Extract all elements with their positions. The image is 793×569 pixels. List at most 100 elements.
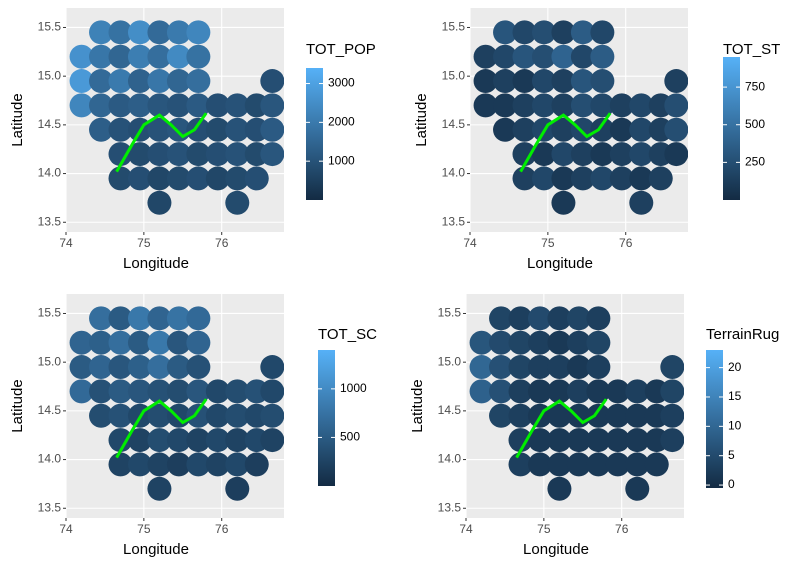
point — [609, 166, 634, 191]
point — [186, 93, 211, 118]
x-tick-label: 74 — [463, 236, 477, 250]
point — [166, 20, 191, 45]
point — [225, 476, 250, 501]
point — [108, 44, 133, 69]
point — [260, 379, 284, 404]
point — [551, 44, 576, 69]
point — [186, 142, 211, 167]
point — [147, 452, 172, 477]
point — [225, 452, 250, 477]
point — [512, 142, 537, 167]
colorbar-label: 5 — [728, 448, 735, 462]
point — [609, 93, 634, 118]
point — [664, 142, 688, 167]
point — [527, 452, 552, 477]
point — [473, 93, 498, 118]
points — [469, 306, 684, 501]
point — [527, 355, 552, 380]
colorbar-label: 15 — [728, 389, 742, 403]
point — [590, 20, 615, 45]
point — [89, 117, 114, 142]
point — [166, 306, 191, 331]
colorbar-label: 500 — [745, 117, 765, 131]
y-tick-label: 15.0 — [38, 68, 62, 82]
x-tick-label: 76 — [215, 522, 229, 536]
point — [166, 166, 191, 191]
point — [108, 69, 133, 94]
point — [551, 190, 576, 215]
point — [648, 166, 673, 191]
points — [69, 306, 284, 501]
y-tick-label: 14.5 — [38, 117, 62, 131]
point — [547, 476, 572, 501]
y-axis-title: Latitude — [9, 93, 26, 146]
point — [644, 452, 669, 477]
y-tick-label: 14.0 — [442, 166, 466, 180]
point — [166, 428, 191, 453]
point — [166, 452, 191, 477]
point — [69, 330, 94, 355]
x-tick-label: 74 — [59, 522, 73, 536]
point — [508, 379, 533, 404]
point — [260, 355, 284, 380]
point — [147, 69, 172, 94]
point — [89, 379, 114, 404]
point — [586, 306, 611, 331]
point — [166, 330, 191, 355]
point — [225, 166, 250, 191]
point — [127, 44, 152, 69]
point — [590, 93, 615, 118]
point — [127, 142, 152, 167]
trend-curve — [115, 112, 208, 173]
point — [664, 117, 688, 142]
point — [512, 166, 537, 191]
point — [244, 166, 269, 191]
point — [186, 379, 211, 404]
point — [127, 69, 152, 94]
y-tick-label: 13.5 — [442, 214, 466, 228]
point — [605, 379, 630, 404]
point — [547, 452, 572, 477]
point — [605, 403, 630, 428]
point — [551, 20, 576, 45]
point — [489, 306, 514, 331]
point — [225, 190, 250, 215]
y-tick-label: 15.5 — [442, 20, 466, 34]
point — [186, 355, 211, 380]
point — [493, 93, 518, 118]
point — [508, 428, 533, 453]
point — [512, 20, 537, 45]
point — [108, 93, 133, 118]
point — [566, 452, 591, 477]
point — [570, 69, 595, 94]
point — [166, 69, 191, 94]
y-tick-label: 15.0 — [438, 354, 462, 368]
y-tick-label: 15.5 — [38, 20, 62, 34]
point — [625, 452, 650, 477]
point — [566, 306, 591, 331]
colorbar-label: 500 — [340, 430, 360, 444]
y-axis-title: Latitude — [409, 379, 426, 432]
point — [89, 306, 114, 331]
point — [225, 403, 250, 428]
x-tick-label: 76 — [619, 236, 633, 250]
point — [547, 306, 572, 331]
point — [551, 166, 576, 191]
point — [586, 403, 611, 428]
legend-title: TOT_SC — [318, 326, 377, 343]
point — [108, 142, 133, 167]
point — [629, 93, 654, 118]
point — [609, 142, 634, 167]
point — [586, 428, 611, 453]
y-tick-label: 14.5 — [38, 403, 62, 417]
legend-title: TerrainRug — [706, 326, 779, 343]
point — [512, 69, 537, 94]
point — [186, 428, 211, 453]
point — [531, 93, 556, 118]
y-tick-label: 15.0 — [38, 354, 62, 368]
point — [69, 93, 94, 118]
point — [605, 428, 630, 453]
point — [225, 428, 250, 453]
point — [489, 355, 514, 380]
point — [527, 330, 552, 355]
